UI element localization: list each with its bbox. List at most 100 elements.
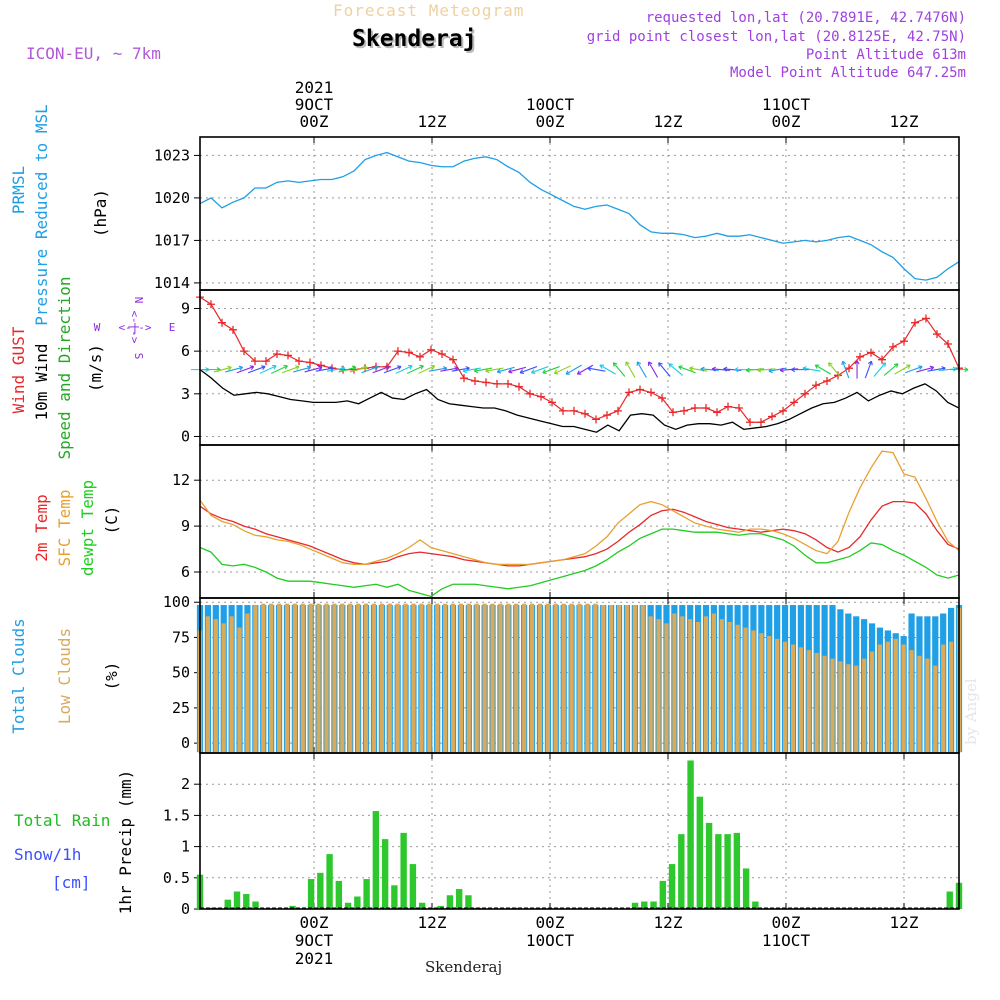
rain-bar <box>289 905 296 909</box>
low-cloud-bar <box>229 616 234 753</box>
wind-dir-arrowhead <box>496 368 502 374</box>
low-cloud-bar <box>624 605 630 753</box>
bottom-time-label: 12Z <box>890 913 919 932</box>
wind-dir-arrow <box>883 363 899 376</box>
wind-dir-arrow <box>828 362 841 377</box>
low-cloud-bar <box>925 658 930 753</box>
time-date: 9OCT <box>295 95 334 114</box>
bottom-time-label: 12Z <box>418 913 447 932</box>
time-hour: 12Z <box>418 112 447 131</box>
wind-dir-arrowhead <box>485 368 490 374</box>
gust-marker <box>394 347 402 356</box>
wind-dir-arrowhead <box>473 368 479 374</box>
wind-dir-arrowhead <box>363 365 368 371</box>
low-cloud-bar <box>711 613 717 753</box>
low-cloud-bar <box>411 603 416 753</box>
gust-marker <box>504 379 512 388</box>
low-cloud-bar <box>585 603 590 753</box>
low-cloud-bar <box>830 658 835 753</box>
wind-dir-arrow <box>768 367 787 372</box>
wind-label-dir: Speed and Direction <box>55 276 74 459</box>
y-tick-label: 6 <box>181 563 190 581</box>
wind-dir-arrowhead <box>893 363 899 368</box>
rain-bar <box>372 811 380 909</box>
wind-dir-arrow <box>383 366 402 374</box>
low-cloud-bar <box>442 603 448 753</box>
wind-dir-arrowhead <box>599 364 605 369</box>
low-cloud-bar <box>213 619 218 753</box>
wind-dir-arrowhead <box>306 365 312 371</box>
wind-dir-arrow <box>746 368 765 371</box>
time-date: 10OCT <box>526 95 575 114</box>
gust-marker <box>537 392 545 401</box>
wind-dir-arrow <box>406 365 424 374</box>
gust-marker <box>460 374 468 383</box>
time-date: 11OCT <box>762 95 811 114</box>
low-cloud-bar <box>656 619 661 753</box>
low-cloud-bar <box>529 603 535 753</box>
gust-marker <box>900 337 908 346</box>
low-cloud-bar <box>284 603 290 753</box>
precip-legend-unit: [cm] <box>52 873 91 892</box>
rain-bar <box>641 901 648 909</box>
temp-unit: (C) <box>102 506 121 535</box>
rain-bar <box>344 902 352 909</box>
low-cloud-bar <box>838 661 843 753</box>
low-cloud-bar <box>514 603 519 753</box>
wind-dir-arrow <box>668 363 684 376</box>
y-tick-label: 0 <box>181 734 190 752</box>
wind-dir-arrowhead <box>648 361 653 366</box>
gust-marker <box>922 314 930 323</box>
low-cloud-bar <box>672 613 677 753</box>
y-tick-label: 50 <box>172 664 190 682</box>
wind-dir-arrowhead <box>828 362 833 367</box>
low-cloud-bar <box>680 616 685 753</box>
pressure-label-2: Pressure Reduced to MSL <box>32 104 51 326</box>
low-cloud-bar <box>427 603 432 753</box>
wind-dir-arrow <box>916 366 934 373</box>
gust-marker <box>218 318 226 327</box>
low-cloud-bar <box>300 603 305 753</box>
low-cloud-bar <box>553 603 558 753</box>
rain-bar <box>224 899 231 909</box>
compass-e: E <box>169 321 176 334</box>
wind-dir-arrowhead <box>791 367 796 373</box>
wind-dir-arrow <box>326 367 345 372</box>
wind-dir-arrow <box>281 366 300 374</box>
time-year: 2021 <box>295 78 334 97</box>
wind-dir-arrowhead <box>867 360 873 366</box>
rain-bar <box>354 896 361 909</box>
low-cloud-bar <box>933 665 938 753</box>
time-hour: 00Z <box>772 913 801 932</box>
low-cloud-bar <box>332 603 337 753</box>
gust-marker <box>284 351 292 360</box>
precip-legend-snow: Snow/1h <box>14 845 81 864</box>
compass-arrow-ns: <-|-> <box>128 310 141 343</box>
wind-dir-arrow <box>565 364 582 375</box>
wind-dir-arrowhead <box>374 365 379 371</box>
y-tick-label: 1020 <box>154 189 190 207</box>
time-hour: 00Z <box>300 913 329 932</box>
gust-marker <box>801 389 809 398</box>
wind-dir-arrow <box>658 362 671 377</box>
y-tick-label: 3 <box>181 385 190 403</box>
rain-bar <box>946 891 953 909</box>
wind-dir-arrowhead <box>553 369 559 375</box>
wind-dir-arrow <box>531 366 549 374</box>
rain-bar <box>733 832 741 909</box>
gridpoint-coords: grid point closest lon,lat (20.8125E, 42… <box>586 29 966 45</box>
station-title: Skenderaj <box>352 26 477 52</box>
wind-dir-arrow <box>293 366 311 373</box>
wind-unit: (m/s) <box>86 344 105 392</box>
low-cloud-bar <box>688 619 693 753</box>
y-tick-label: 6 <box>181 342 190 360</box>
time-hour: 12Z <box>418 913 447 932</box>
gust-marker <box>669 408 677 417</box>
rain-bar <box>409 864 417 909</box>
wind-dir-arrowhead <box>519 369 525 375</box>
gust-marker <box>933 330 941 339</box>
gust-marker <box>416 352 424 361</box>
low-cloud-bar <box>308 603 313 753</box>
compass-w: W <box>94 321 101 334</box>
low-cloud-bar <box>743 627 748 753</box>
